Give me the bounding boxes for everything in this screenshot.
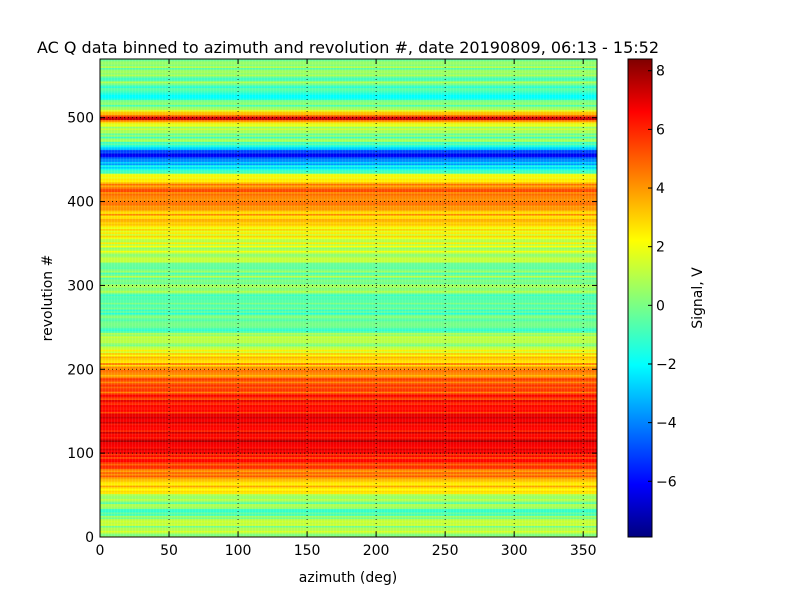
x-tick-label: 50 [160, 543, 178, 559]
y-tick-label: 200 [67, 362, 94, 378]
colorbar-tick-label: −2 [656, 357, 677, 373]
colorbar-gradient [627, 58, 653, 538]
colorbar-tick-label: 6 [656, 122, 665, 138]
colorbar-tick-label: 4 [656, 181, 665, 197]
heatmap-area [100, 59, 597, 537]
x-tick-label: 0 [96, 543, 105, 559]
y-tick-label: 300 [67, 278, 94, 294]
heatmap-texture [100, 59, 597, 537]
y-tick-label: 400 [67, 195, 94, 211]
y-axis-label: revolution # [40, 255, 56, 342]
x-axis-label: azimuth (deg) [299, 570, 397, 586]
plot-frame [99, 58, 598, 538]
y-axis-ticks: 0 100 200 300 400 500 [67, 111, 597, 546]
x-tick-label: 250 [432, 543, 459, 559]
colorbar-tick-label: 0 [656, 298, 665, 314]
colorbar-tick-label: 2 [656, 240, 665, 256]
colorbar-tick-label: −4 [656, 416, 677, 432]
colorbar-label: Signal, V [690, 267, 706, 329]
grid-lines [100, 59, 597, 537]
colorbar: 8 6 4 2 0 −2 −4 −6 Signal, V [627, 58, 706, 538]
x-tick-label: 100 [225, 543, 252, 559]
x-tick-label: 300 [501, 543, 528, 559]
colorbar-tick-label: −6 [656, 474, 677, 490]
y-tick-label: 500 [67, 111, 94, 127]
colorbar-tick-label: 8 [656, 64, 665, 80]
x-tick-label: 150 [294, 543, 321, 559]
x-axis-ticks: 0 50 100 150 200 250 300 350 [96, 59, 597, 559]
x-tick-label: 350 [570, 543, 597, 559]
y-tick-label: 100 [67, 446, 94, 462]
colorbar-ticks: 8 6 4 2 0 −2 −4 −6 [648, 64, 677, 490]
chart-title: AC Q data binned to azimuth and revoluti… [37, 38, 659, 57]
y-tick-label: 0 [85, 530, 94, 546]
x-tick-label: 200 [363, 543, 390, 559]
